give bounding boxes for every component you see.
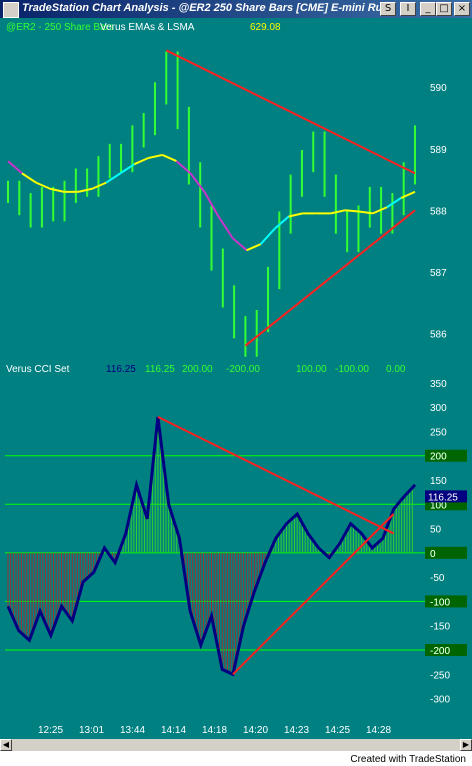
- cci-trendline-0: [157, 415, 395, 535]
- ema-segment-19: [273, 215, 290, 230]
- price-pane: @ER2 - 250 Share Bars Verus EMAs & LSMA …: [6, 22, 447, 357]
- ema-segment-27: [386, 197, 402, 209]
- i-button[interactable]: I: [400, 2, 416, 16]
- cci-y-tick-4: 150: [430, 476, 447, 487]
- x-tick-7: 14:25: [325, 725, 350, 736]
- price-y-tick-0: 590: [430, 83, 447, 94]
- cci-y-tick-8: -50: [430, 573, 445, 584]
- cci-trendline-1: [232, 513, 395, 675]
- ema-segment-1: [21, 172, 37, 184]
- ema-segment-11: [161, 154, 177, 162]
- ema-segment-7: [105, 172, 121, 184]
- scroll-right-arrow-icon[interactable]: ▶: [460, 739, 472, 751]
- price-symbol-label: @ER2 - 250 Share Bars: [6, 22, 114, 33]
- ema-segment-9: [133, 157, 149, 166]
- ema-segment-15: [217, 215, 234, 239]
- x-tick-4: 14:18: [202, 725, 227, 736]
- cci-indicator-label: Verus CCI Set: [6, 364, 70, 375]
- cci-level-tag-4: [425, 644, 467, 656]
- cci-current-tag: [425, 490, 467, 503]
- cci-y-tick-13: -300: [430, 695, 450, 706]
- chart-area[interactable]: @ER2 - 250 Share Bars Verus EMAs & LSMA …: [0, 18, 472, 749]
- ema-segment-28: [400, 190, 416, 199]
- price-y-tick-4: 586: [430, 329, 447, 340]
- credit-text: Created with TradeStation: [350, 754, 466, 765]
- cci-level-tag-text-0: 200: [430, 452, 447, 463]
- ema-segment-20: [288, 212, 303, 218]
- ema-segment-12: [175, 160, 192, 175]
- ema-segment-8: [119, 163, 135, 175]
- ema-segment-25: [358, 210, 374, 215]
- cci-level-value-1: 200.00: [182, 364, 213, 375]
- horizontal-scrollbar[interactable]: ◀ ▶: [0, 739, 472, 751]
- cci-value-a: 116.25: [106, 364, 136, 375]
- cci-level-tag-2: [425, 546, 467, 559]
- ema-segment-16: [231, 237, 248, 252]
- cci-y-tick-3: 200: [430, 452, 447, 463]
- ema-segment-2: [35, 181, 51, 190]
- cci-level-tag-text-2: 0: [430, 549, 436, 560]
- ema-segment-0: [7, 160, 23, 175]
- cci-level-tag-0: [425, 449, 467, 462]
- ema-segment-10: [148, 153, 163, 159]
- x-tick-0: 12:25: [38, 725, 63, 736]
- ema-segment-3: [49, 187, 65, 193]
- close-button[interactable]: ×: [454, 2, 470, 16]
- scroll-left-arrow-icon[interactable]: ◀: [0, 739, 12, 751]
- cci-y-tick-11: -200: [430, 646, 450, 657]
- ema-segment-18: [259, 228, 276, 245]
- x-tick-3: 14:14: [161, 725, 186, 736]
- cci-y-tick-5: 100: [430, 500, 447, 511]
- cci-level-tag-text-4: -200: [430, 646, 450, 657]
- maximize-button[interactable]: □: [436, 2, 452, 16]
- cci-y-tick-6: 50: [430, 525, 442, 536]
- x-tick-2: 13:44: [120, 725, 145, 736]
- cci-y-tick-7: 0: [430, 549, 436, 560]
- cci-current-tag-text: 116.25: [428, 492, 458, 503]
- cci-level-value-5: 0.00: [386, 364, 406, 375]
- x-tick-1: 13:01: [79, 725, 104, 736]
- s-button[interactable]: S: [380, 2, 396, 16]
- x-tick-6: 14:23: [284, 725, 309, 736]
- cci-line: [6, 416, 417, 677]
- x-tick-5: 14:20: [243, 725, 268, 736]
- chart-svg: @ER2 - 250 Share Bars Verus EMAs & LSMA …: [5, 22, 467, 736]
- minimize-button[interactable]: _: [420, 2, 436, 16]
- cci-pane: Verus CCI Set 116.25 116.25 200.00 -200.…: [5, 364, 467, 736]
- price-trendline-1: [244, 209, 416, 347]
- cci-level-value-3: 100.00: [296, 364, 327, 375]
- cci-level-tag-text-1: 100: [430, 500, 447, 511]
- x-tick-8: 14:28: [366, 725, 391, 736]
- cci-y-tick-12: -250: [430, 670, 450, 681]
- price-y-tick-3: 587: [430, 268, 447, 279]
- cci-level-value-4: -100.00: [335, 364, 369, 375]
- ema-segment-26: [372, 206, 388, 215]
- ema-segment-5: [77, 187, 93, 193]
- ema-segment-17: [246, 243, 262, 252]
- cci-y-tick-1: 300: [430, 403, 447, 414]
- ema-segment-14: [203, 191, 220, 217]
- window-title: TradeStation Chart Analysis - @ER2 250 S…: [22, 2, 392, 14]
- ema-segment-6: [91, 181, 107, 190]
- price-trendline-0: [165, 49, 416, 175]
- cci-y-tick-0: 350: [430, 379, 447, 390]
- cci-y-tick-10: -150: [430, 622, 450, 633]
- price-y-tick-2: 588: [430, 206, 447, 217]
- ema-segment-13: [189, 172, 206, 193]
- ema-segment-23: [330, 209, 346, 215]
- price-indicator-label: Verus EMAs & LSMA: [100, 22, 195, 33]
- cci-y-tick-2: 250: [430, 427, 447, 438]
- ema-segment-24: [344, 209, 359, 213]
- cci-level-value-2: -200.00: [226, 364, 260, 375]
- cci-value-b: 116.25: [145, 364, 175, 375]
- cci-level-tag-3: [425, 595, 467, 608]
- cci-level-tag-text-3: -100: [430, 597, 450, 608]
- title-bar: TradeStation Chart Analysis - @ER2 250 S…: [0, 0, 472, 18]
- app-icon: [3, 2, 19, 18]
- price-y-tick-1: 589: [430, 145, 447, 156]
- cci-y-tick-9: -100: [430, 597, 450, 608]
- last-price-label: 629.08: [250, 22, 281, 33]
